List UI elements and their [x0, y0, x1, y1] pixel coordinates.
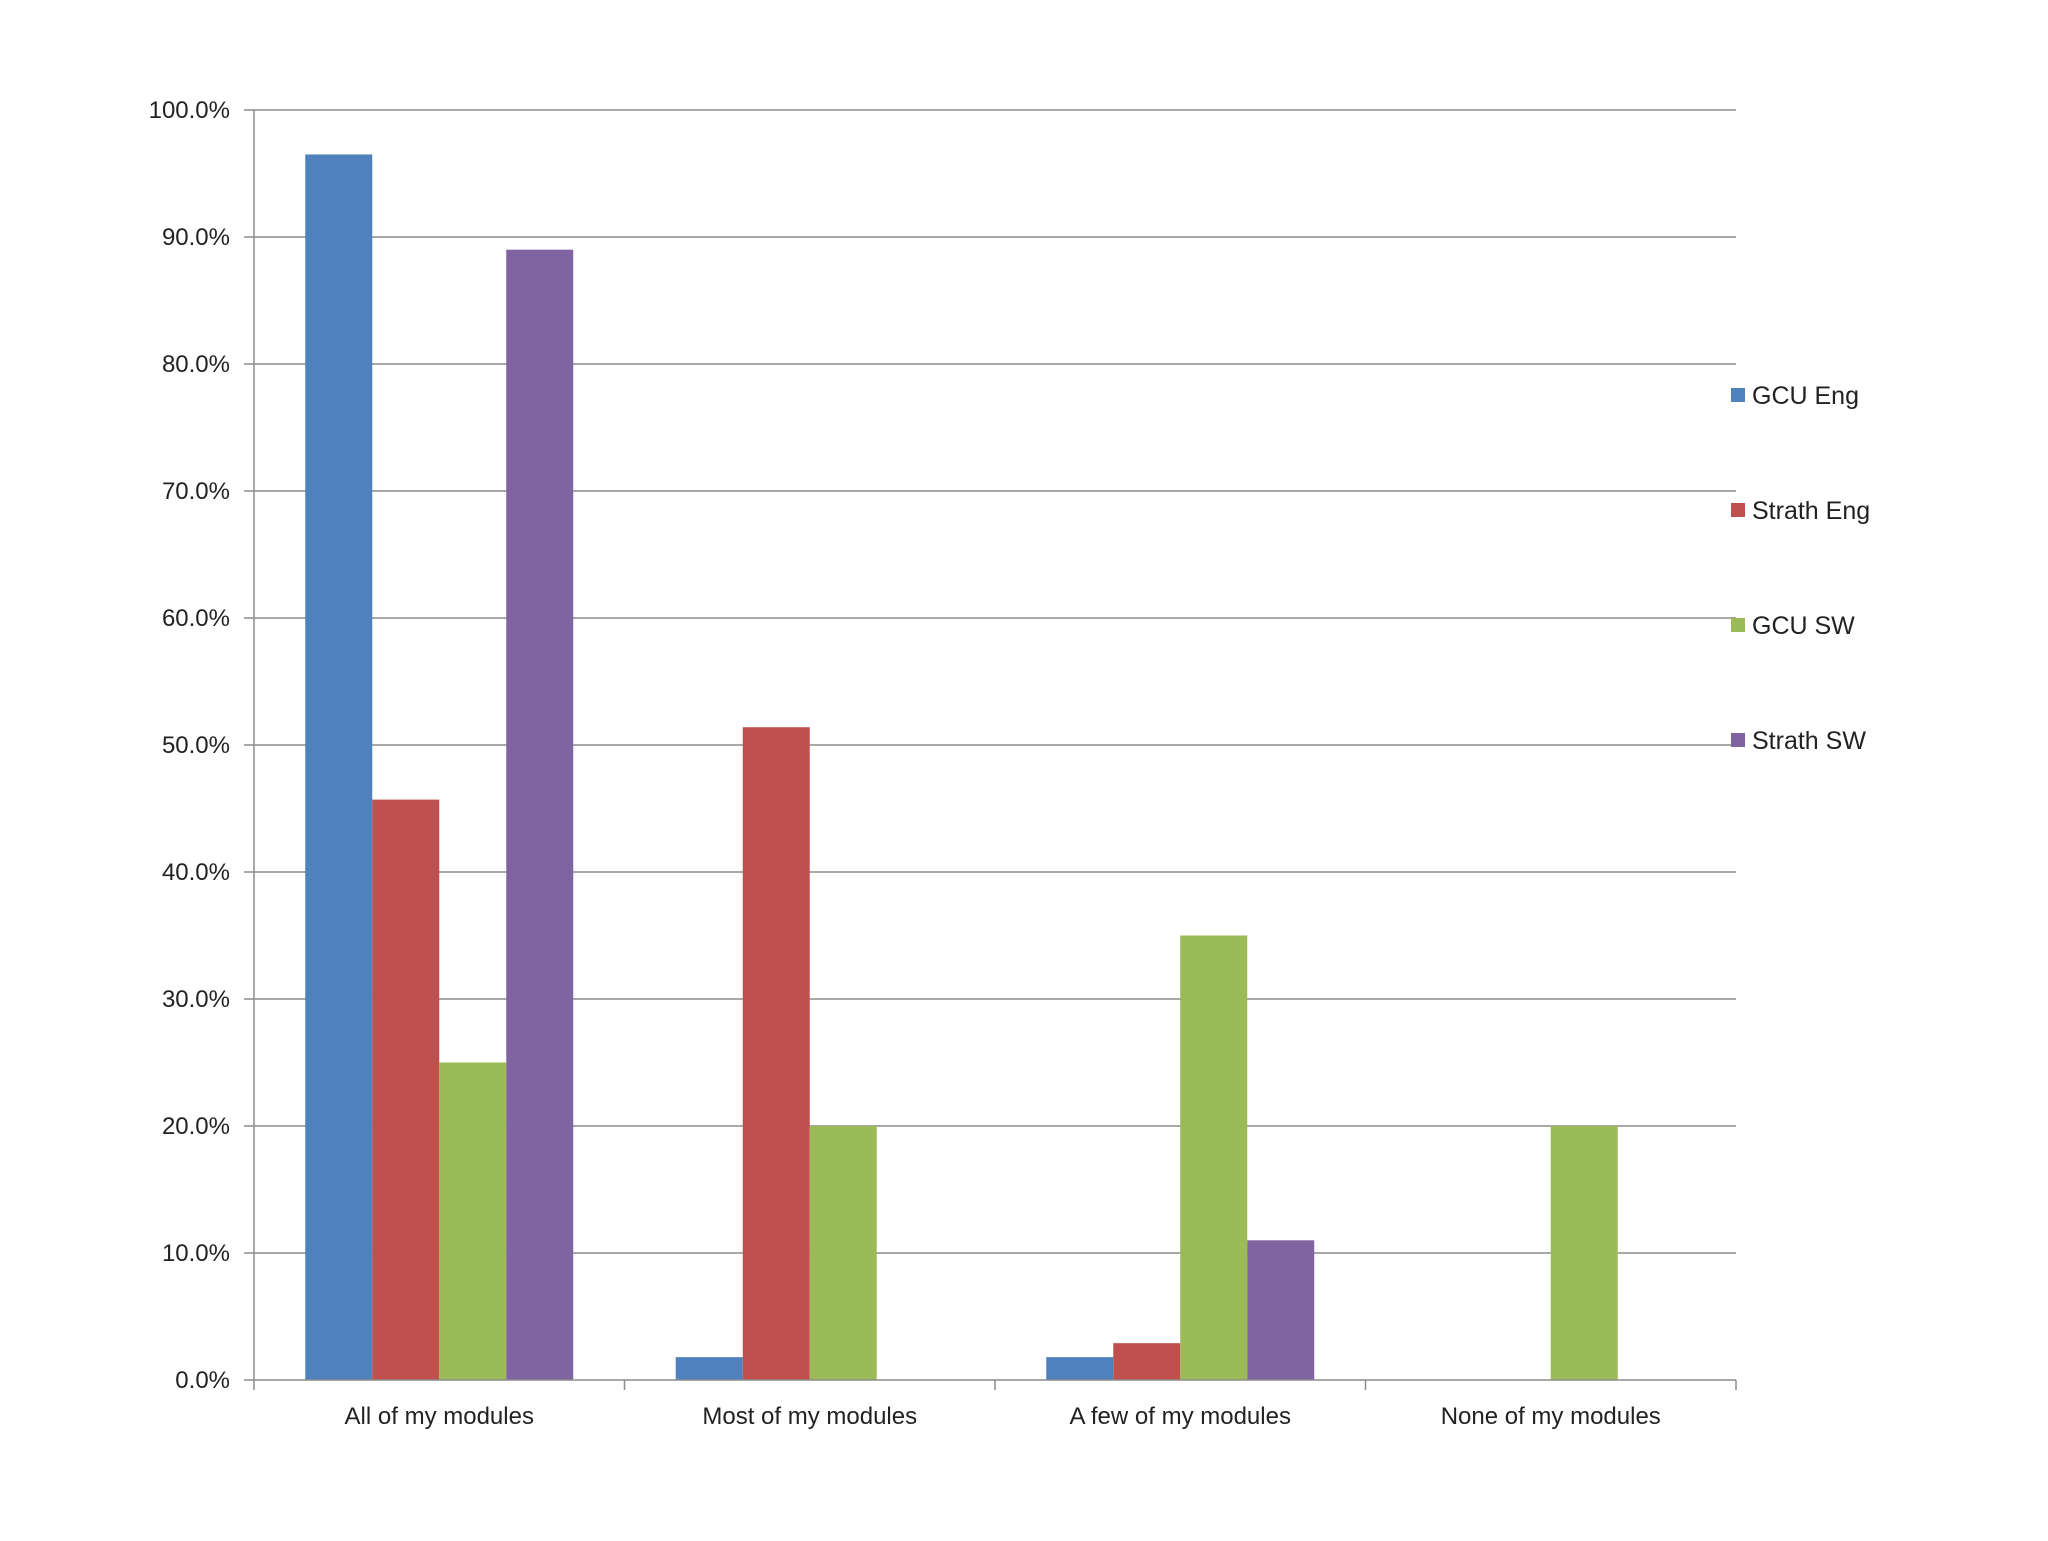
x-tick-label: Most of my modules	[702, 1403, 917, 1430]
gridlines	[254, 109, 1736, 1254]
legend-item: GCU SW	[1731, 612, 1855, 640]
legend-swatch	[1731, 388, 1745, 402]
legend-swatch	[1731, 618, 1745, 632]
bars	[305, 154, 1618, 1381]
y-tick-label: 40.0%	[162, 859, 230, 886]
y-tick-label: 30.0%	[162, 986, 230, 1013]
x-tick-labels: All of my modules Most of my modules A few…	[345, 1403, 1661, 1430]
bar-gcu-sw	[439, 1062, 507, 1380]
y-tick-label: 100.0%	[149, 97, 230, 124]
bar-gcu-sw	[1180, 935, 1248, 1380]
legend-label: GCU SW	[1752, 612, 1855, 640]
legend-item: GCU Eng	[1731, 382, 1859, 410]
bar-gcu-sw	[1550, 1126, 1618, 1380]
y-tick-label: 90.0%	[162, 224, 230, 251]
bar-gcu-eng	[305, 154, 373, 1381]
y-tick-label: 10.0%	[162, 1240, 230, 1267]
legend: GCU Eng Strath Eng GCU SW Strath SW	[1731, 382, 1870, 755]
legend-item: Strath SW	[1731, 727, 1866, 755]
y-tick-label: 50.0%	[162, 732, 230, 759]
legend-swatch	[1731, 503, 1745, 517]
y-tick-label: 20.0%	[162, 1113, 230, 1140]
x-tick-label: None of my modules	[1441, 1403, 1661, 1430]
y-tick-label: 60.0%	[162, 605, 230, 632]
legend-label: Strath Eng	[1752, 497, 1870, 525]
y-tick-label: 70.0%	[162, 478, 230, 505]
bar-strath-eng	[372, 799, 440, 1380]
bar-strath-eng	[1113, 1343, 1181, 1380]
bar-strath-eng	[742, 727, 810, 1380]
legend-label: Strath SW	[1752, 727, 1866, 755]
bar-strath-sw	[1247, 1240, 1315, 1380]
bar-gcu-eng	[675, 1357, 743, 1380]
axes	[244, 109, 1737, 1390]
bar-gcu-sw	[809, 1126, 877, 1380]
legend-swatch	[1731, 733, 1745, 747]
bar-gcu-eng	[1046, 1357, 1114, 1380]
x-tick-label: All of my modules	[345, 1403, 534, 1430]
bar-strath-sw	[506, 249, 574, 1381]
y-tick-labels: 0.0% 10.0% 20.0% 30.0% 40.0% 50.0% 60.0% 70.0% 8…	[149, 97, 230, 1394]
legend-item: Strath Eng	[1731, 497, 1870, 525]
y-tick-label: 0.0%	[175, 1367, 230, 1394]
legend-label: GCU Eng	[1752, 382, 1859, 410]
y-tick-label: 80.0%	[162, 351, 230, 378]
x-tick-label: A few of my modules	[1070, 1403, 1291, 1430]
